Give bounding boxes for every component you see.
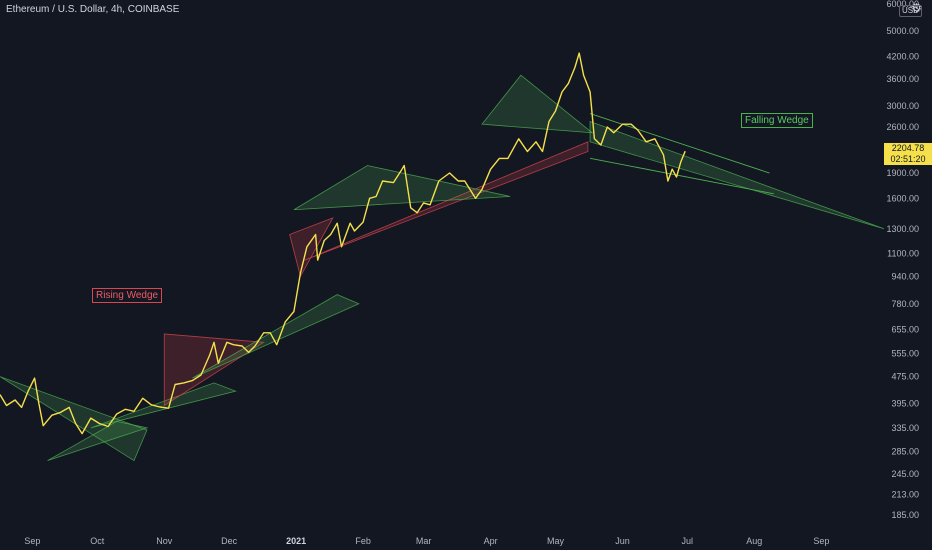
- settings-gear-icon[interactable]: ⚙: [911, 1, 922, 15]
- time-axis-tick: Jul: [682, 536, 694, 546]
- wedge-triangle[interactable]: [481, 74, 594, 134]
- wedge-trendline[interactable]: [589, 113, 770, 174]
- price-axis-tick: 5000.00: [886, 26, 919, 36]
- price-axis-tick: 780.00: [891, 299, 919, 309]
- time-axis-tick: Feb: [355, 536, 371, 546]
- price-axis-tick: 1900.00: [886, 168, 919, 178]
- time-axis-tick: 2021: [286, 536, 306, 546]
- price-axis-tick: 3000.00: [886, 101, 919, 111]
- price-axis-tick: 213.00: [891, 489, 919, 499]
- price-axis-tick: 1100.00: [887, 248, 919, 258]
- price-axis-tick: 4200.00: [886, 52, 919, 62]
- price-axis-tick: 555.00: [891, 349, 919, 359]
- price-axis-tick: 285.00: [891, 447, 919, 457]
- price-axis-tick: 655.00: [891, 324, 919, 334]
- time-axis-tick: May: [547, 536, 565, 546]
- time-axis-tick: Nov: [156, 536, 173, 546]
- time-axis-tick: Sep: [813, 536, 829, 546]
- rising-wedge-label[interactable]: Rising Wedge: [92, 288, 163, 303]
- price-axis-tick: 335.00: [891, 423, 919, 433]
- chart-title: Ethereum / U.S. Dollar, 4h, COINBASE: [6, 4, 180, 15]
- price-axis-tick: 395.00: [891, 399, 919, 409]
- price-series-line: [0, 52, 686, 435]
- falling-wedge-label[interactable]: Falling Wedge: [741, 113, 813, 128]
- currency-badge[interactable]: USD: [899, 5, 922, 17]
- price-axis-tick: 1600.00: [886, 193, 919, 203]
- time-axis-tick: Sep: [24, 536, 40, 546]
- time-axis-tick: Dec: [221, 536, 238, 546]
- time-axis[interactable]: Sep Oct Nov Dec 2021 Feb Mar Apr May Jun Jul Aug Sep: [24, 536, 829, 546]
- price-axis-tick: 3600.00: [886, 74, 919, 84]
- price-axis-tick: 185.00: [891, 510, 919, 520]
- wedge-trendline[interactable]: [589, 157, 774, 195]
- candle-countdown: 02:51:20: [890, 154, 926, 164]
- price-axis-tick: 245.00: [891, 469, 919, 479]
- price-axis-tick: 2600.00: [886, 122, 919, 132]
- time-axis-tick: Aug: [746, 536, 762, 546]
- price-axis-tick: 6000.00: [886, 0, 919, 9]
- current-price-value: 2204.78: [891, 143, 925, 153]
- wedge-triangle[interactable]: [47, 420, 149, 461]
- price-axis-tick: 940.00: [891, 271, 919, 281]
- wedge-triangle[interactable]: [289, 217, 334, 278]
- price-axis[interactable]: 6000.00 5000.00 4200.00 3600.00 3000.00 2600.…: [886, 0, 919, 520]
- price-axis-tick: 1300.00: [886, 224, 919, 234]
- wedge-triangle[interactable]: [589, 120, 885, 230]
- wedge-triangle[interactable]: [304, 141, 589, 261]
- price-axis-tick: 475.00: [891, 372, 919, 382]
- wedge-triangle[interactable]: [163, 333, 265, 407]
- time-axis-tick: Jun: [615, 536, 630, 546]
- wedge-triangle[interactable]: [192, 294, 360, 379]
- time-axis-tick: Apr: [484, 536, 498, 546]
- current-price-tag: 2204.78 02:51:20: [884, 143, 932, 165]
- wedge-drawings: [0, 74, 885, 462]
- time-axis-tick: Mar: [416, 536, 432, 546]
- time-axis-tick: Oct: [90, 536, 105, 546]
